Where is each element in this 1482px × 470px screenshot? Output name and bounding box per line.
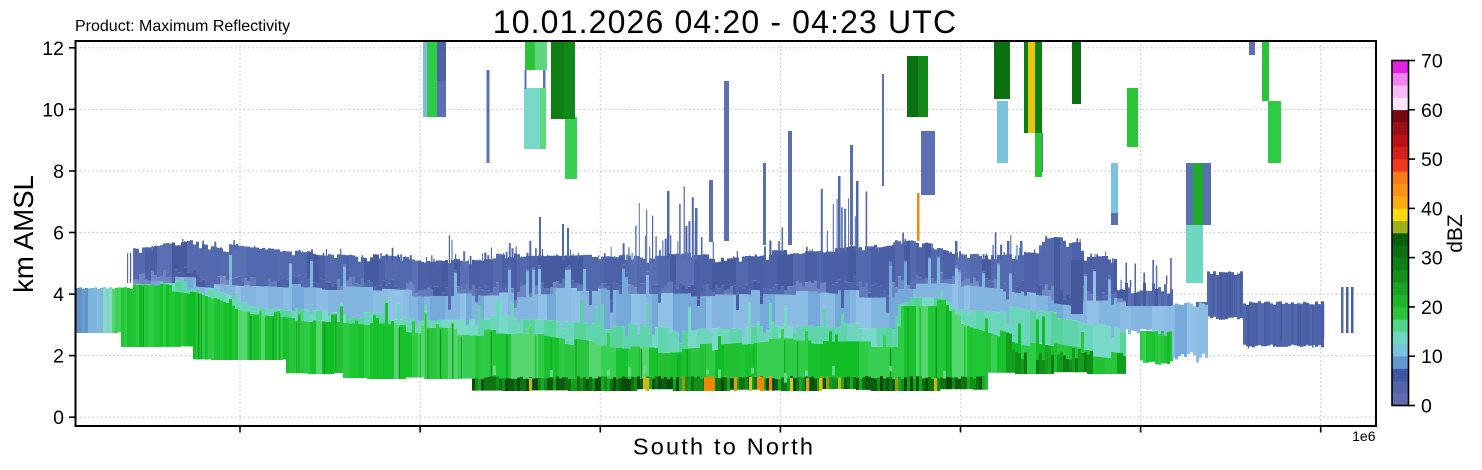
svg-text:8: 8 [53, 161, 64, 183]
svg-text:10.01.2026 04:20 - 04:23 UTC: 10.01.2026 04:20 - 04:23 UTC [493, 4, 958, 40]
svg-text:10: 10 [1421, 346, 1443, 368]
svg-text:4: 4 [53, 284, 64, 306]
svg-text:dBZ: dBZ [1444, 214, 1467, 253]
svg-text:South to North: South to North [633, 434, 815, 460]
svg-text:60: 60 [1421, 100, 1443, 122]
svg-text:30: 30 [1421, 248, 1443, 270]
svg-text:10: 10 [42, 99, 64, 121]
svg-text:40: 40 [1421, 198, 1443, 220]
svg-text:2: 2 [53, 346, 64, 368]
svg-text:6: 6 [53, 223, 64, 245]
svg-text:Product: Maximum Reflectivity: Product: Maximum Reflectivity [75, 18, 290, 35]
svg-text:0: 0 [53, 407, 64, 429]
svg-text:0: 0 [1421, 396, 1432, 418]
svg-text:1e6: 1e6 [1352, 428, 1376, 444]
svg-text:70: 70 [1421, 51, 1443, 73]
svg-text:12: 12 [42, 38, 64, 60]
svg-text:20: 20 [1421, 297, 1443, 319]
svg-text:50: 50 [1421, 149, 1443, 171]
svg-text:km AMSL: km AMSL [8, 175, 39, 293]
